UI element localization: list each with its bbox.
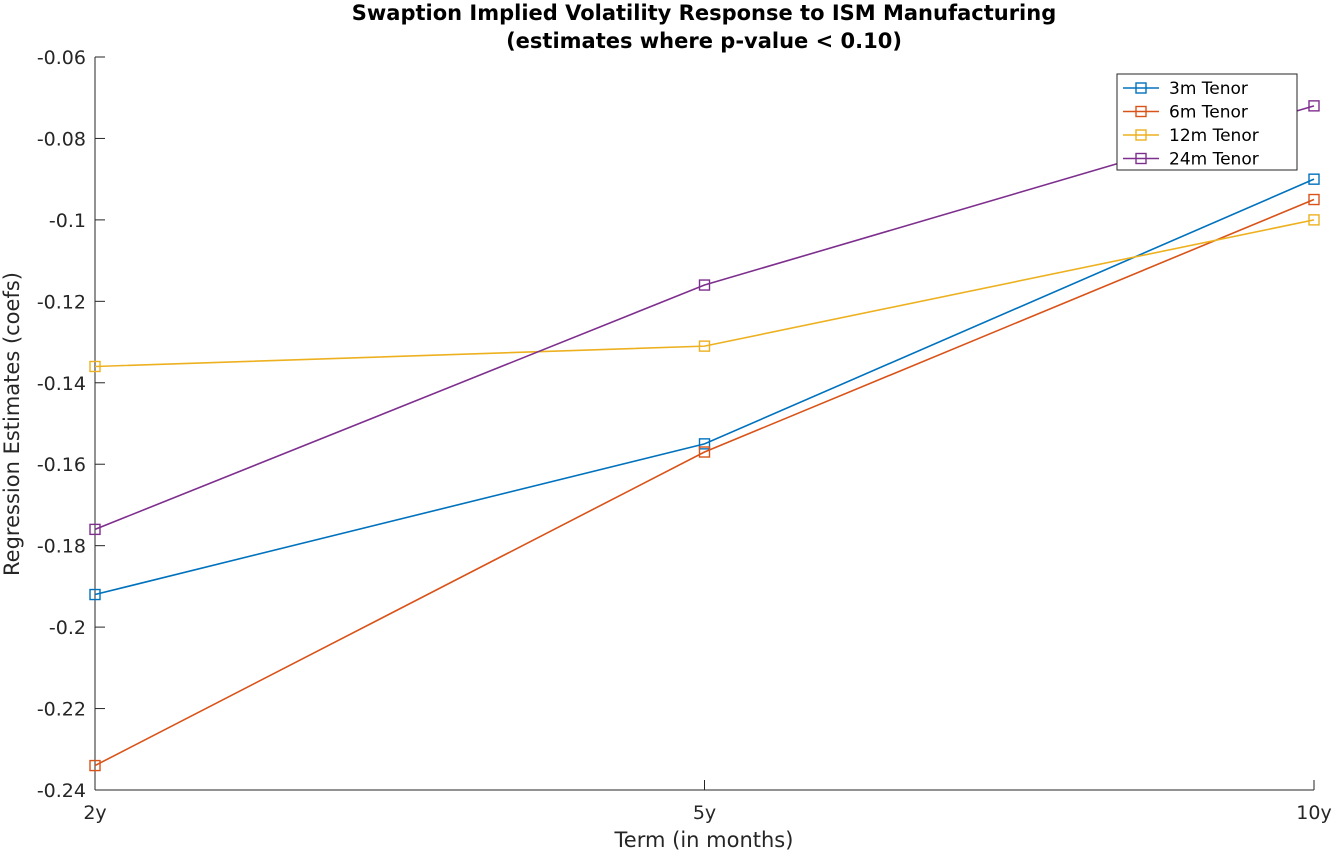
y-tick-label: -0.06	[37, 47, 86, 69]
y-tick-label: -0.14	[37, 373, 86, 395]
legend-marker	[1135, 129, 1147, 141]
series-4	[89, 100, 1320, 536]
legend-marker	[1135, 105, 1147, 118]
series-layer	[89, 100, 1320, 772]
legend-label: 6m Tenor	[1169, 103, 1248, 123]
y-tick-label: -0.1	[49, 210, 86, 232]
chart-subtitle: (estimates where p-value < 0.10)	[506, 29, 902, 53]
data-point	[89, 523, 101, 536]
y-tick-label: -0.22	[37, 699, 86, 721]
x-tick-label: 2y	[83, 802, 106, 824]
series-2	[89, 193, 1320, 772]
data-point	[698, 446, 711, 458]
x-axis-ticks: 2y 5y 10y	[83, 780, 1332, 824]
series-line	[94, 219, 1315, 368]
y-axis-ticks: -0.06 -0.08 -0.1 -0.12 -0.14 -0.16 -0.18 -0.2 -0…	[37, 47, 105, 802]
x-axis-label: Term (in months)	[614, 828, 794, 852]
series-3	[89, 214, 1320, 373]
x-tick-label: 10y	[1296, 802, 1331, 824]
data-point	[89, 759, 101, 772]
legend-item: 12m Tenor	[1123, 126, 1259, 146]
legend-label: 12m Tenor	[1169, 126, 1259, 146]
data-point	[89, 360, 101, 373]
data-point	[1308, 193, 1320, 206]
series-line	[94, 178, 1315, 596]
data-point	[1308, 173, 1320, 185]
y-tick-label: -0.2	[49, 617, 86, 639]
y-tick-label: -0.08	[37, 128, 86, 150]
series-line	[94, 198, 1315, 767]
chart-title: Swaption Implied Volatility Response to …	[352, 1, 1056, 25]
data-point	[89, 588, 101, 601]
series-line	[94, 105, 1315, 531]
legend-label: 3m Tenor	[1169, 79, 1248, 99]
legend-marker	[1135, 152, 1147, 165]
legend-item: 24m Tenor	[1123, 150, 1259, 170]
legend-item: 6m Tenor	[1123, 103, 1248, 123]
data-point	[698, 279, 711, 291]
y-axis-label: Regression Estimates (coefs)	[0, 272, 24, 576]
y-tick-label: -0.18	[37, 536, 86, 558]
legend-item: 3m Tenor	[1123, 79, 1248, 99]
y-tick-label: -0.16	[37, 454, 86, 476]
y-tick-label: -0.12	[37, 291, 86, 313]
x-tick-label: 5y	[693, 802, 716, 824]
legend-label: 24m Tenor	[1169, 150, 1259, 170]
legend-marker	[1135, 82, 1147, 94]
y-tick-label: -0.24	[37, 780, 86, 802]
legend-box	[1116, 73, 1298, 171]
data-point	[698, 438, 711, 450]
data-point	[1308, 214, 1320, 226]
legend: 3m Tenor 6m Tenor 12m Tenor 24m Tenor	[1116, 73, 1298, 171]
series-1	[89, 173, 1320, 601]
data-point	[698, 340, 711, 352]
data-point	[1308, 100, 1320, 112]
